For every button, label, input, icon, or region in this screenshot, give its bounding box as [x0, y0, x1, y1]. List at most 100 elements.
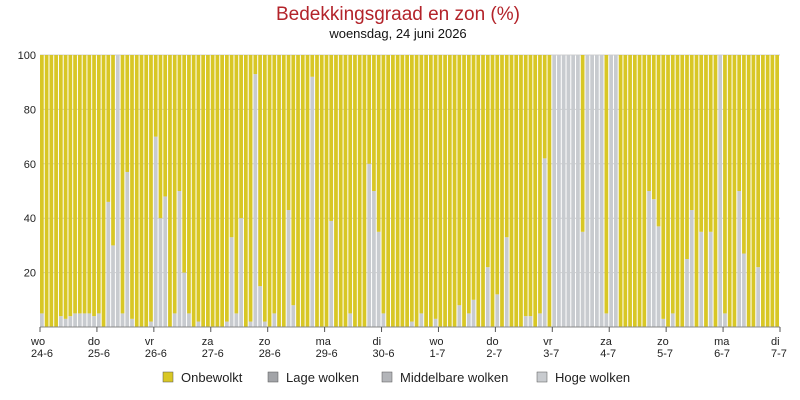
bar-segment-onbewolkt	[462, 55, 466, 327]
bar-segment-onbewolkt	[225, 55, 229, 322]
bar-segment-onbewolkt	[172, 55, 177, 314]
bar-segment-onbewolkt	[509, 55, 514, 327]
bar-segment-onbewolkt	[329, 55, 334, 221]
bar-segment-hoge-wolken	[310, 76, 315, 327]
bar-segment-hoge-wolken	[58, 316, 63, 327]
bar-segment-onbewolkt	[732, 55, 737, 327]
bar-segment-onbewolkt	[376, 55, 381, 232]
bar-segment-hoge-wolken	[419, 313, 424, 327]
bar-segment-onbewolkt	[623, 55, 628, 327]
y-tick-label: 60	[24, 159, 36, 171]
bar-segment-hoge-wolken	[504, 237, 509, 327]
x-tick-day: ma	[714, 336, 730, 348]
bar-segment-onbewolkt	[699, 55, 704, 232]
bar-segment-onbewolkt	[40, 55, 44, 314]
bar-segment-hoge-wolken	[523, 316, 528, 327]
x-tick-date: 2-7	[486, 348, 502, 360]
bar-segment-hoge-wolken	[647, 191, 651, 327]
bar-segment-onbewolkt	[248, 55, 253, 322]
bar-segment-onbewolkt	[647, 55, 651, 191]
bar-segment-onbewolkt	[656, 55, 661, 227]
bar-segment-onbewolkt	[476, 55, 481, 327]
bar-segment-onbewolkt	[400, 55, 405, 327]
bar-segment-onbewolkt	[286, 55, 291, 211]
bar-segment-onbewolkt	[419, 55, 424, 314]
bar-segment-onbewolkt	[405, 55, 409, 327]
bar-segment-onbewolkt	[54, 55, 58, 327]
bar-segment-onbewolkt	[144, 55, 149, 327]
bar-segment-onbewolkt	[372, 55, 376, 191]
bar-segment-hoge-wolken	[130, 318, 134, 327]
bar-segment-onbewolkt	[277, 55, 281, 327]
bar-segment-onbewolkt	[490, 55, 495, 327]
bar-segment-onbewolkt	[220, 55, 224, 327]
bar-segment-onbewolkt	[471, 55, 476, 300]
x-tick-date: 30-6	[373, 348, 395, 360]
y-tick-label: 100	[18, 50, 36, 62]
legend-label-onbewolkt: Onbewolkt	[181, 370, 243, 385]
bar-segment-hoge-wolken	[542, 158, 547, 327]
bar-segment-onbewolkt	[77, 55, 82, 314]
bar-segment-onbewolkt	[182, 55, 187, 273]
bar-segment-hoge-wolken	[656, 226, 661, 327]
bar-segment-onbewolkt	[761, 55, 765, 327]
bar-segment-onbewolkt	[538, 55, 542, 314]
legend-swatch-lage-wolken	[267, 371, 279, 383]
bar-segment-onbewolkt	[272, 55, 277, 314]
bar-segment-hoge-wolken	[433, 318, 438, 327]
bar-segment-onbewolkt	[348, 55, 353, 314]
bar-segment-onbewolkt	[215, 55, 220, 327]
chart-subtitle: woensdag, 24 juni 2026	[328, 26, 466, 41]
legend-swatch-middelbare-wolken	[381, 371, 393, 383]
bar-segment-hoge-wolken	[234, 313, 239, 327]
legend-label-middelbare-wolken: Middelbare wolken	[400, 370, 508, 385]
bar-segment-onbewolkt	[523, 55, 528, 317]
bar-segment-hoge-wolken	[699, 231, 704, 327]
bar-segment-onbewolkt	[618, 55, 623, 327]
bar-segment-onbewolkt	[452, 55, 457, 327]
bar-segment-hoge-wolken	[115, 55, 120, 327]
x-tick-date: 1-7	[429, 348, 445, 360]
bar-segment-hoge-wolken	[77, 313, 82, 327]
bar-segment-hoge-wolken	[187, 313, 191, 327]
bar-segment-onbewolkt	[106, 55, 111, 202]
bar-segment-hoge-wolken	[485, 267, 490, 327]
bar-segment-onbewolkt	[334, 55, 338, 327]
x-tick-date: 26-6	[145, 348, 167, 360]
bar-segment-onbewolkt	[87, 55, 92, 314]
bar-segment-onbewolkt	[267, 55, 272, 327]
bar-segment-onbewolkt	[319, 55, 324, 327]
bar-segment-hoge-wolken	[239, 218, 243, 327]
bar-segment-hoge-wolken	[291, 305, 296, 327]
bar-segment-onbewolkt	[604, 55, 609, 314]
bar-segment-hoge-wolken	[111, 245, 115, 327]
bar-segment-hoge-wolken	[561, 55, 566, 327]
bar-segment-onbewolkt	[343, 55, 348, 327]
bar-segment-hoge-wolken	[528, 316, 533, 327]
bar-segment-hoge-wolken	[580, 231, 585, 327]
bar-segment-hoge-wolken	[590, 55, 594, 327]
bar-segment-hoge-wolken	[262, 321, 267, 327]
bar-segment-onbewolkt	[163, 55, 168, 197]
bar-segment-hoge-wolken	[585, 55, 590, 327]
x-tick-date: 4-7	[600, 348, 616, 360]
y-tick-label: 20	[24, 268, 36, 280]
x-tick-date: 7-7	[771, 348, 787, 360]
bar-segment-onbewolkt	[742, 55, 746, 254]
bar-segment-onbewolkt	[386, 55, 391, 327]
bar-segment-onbewolkt	[262, 55, 267, 322]
bar-segment-onbewolkt	[756, 55, 761, 268]
bar-segment-onbewolkt	[310, 55, 315, 77]
bar-segment-hoge-wolken	[73, 313, 77, 327]
bar-segment-onbewolkt	[751, 55, 756, 327]
bar-segment-hoge-wolken	[471, 299, 476, 327]
y-tick-label: 80	[24, 104, 36, 116]
y-tick-label: 40	[24, 213, 36, 225]
bar-segment-hoge-wolken	[68, 316, 73, 327]
bar-segment-hoge-wolken	[286, 210, 291, 327]
bar-segment-hoge-wolken	[718, 55, 723, 327]
bar-segment-onbewolkt	[63, 55, 68, 319]
legend: Onbewolkt Lage wolken Middelbare wolken Hog…	[162, 370, 630, 385]
bar-segment-onbewolkt	[201, 55, 206, 327]
